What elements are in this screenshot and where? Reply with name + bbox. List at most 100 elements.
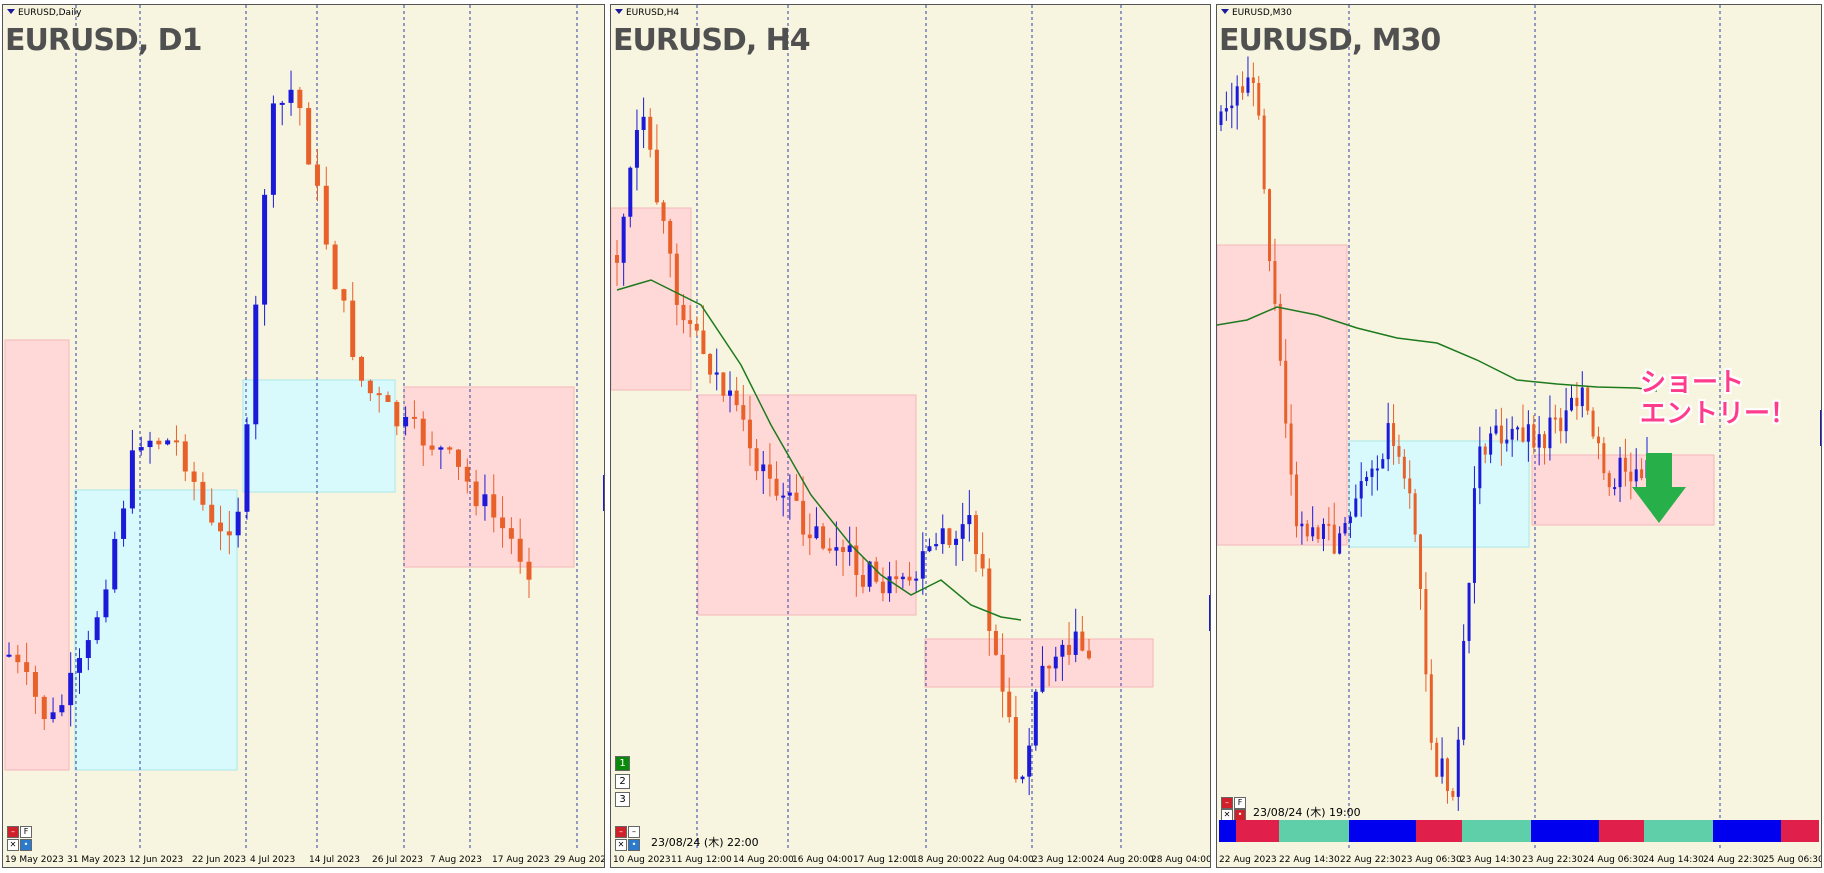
- candle-body: [473, 481, 479, 507]
- level-button-3[interactable]: 3: [615, 792, 630, 807]
- close-icon[interactable]: ✕: [7, 839, 19, 851]
- candle-body: [1311, 527, 1315, 537]
- candle-body: [182, 441, 188, 472]
- candle-body: [1013, 717, 1018, 780]
- chart-symbol-label: EURUSD,Daily: [7, 8, 81, 18]
- candle-body: [438, 447, 444, 450]
- restore-icon[interactable]: –: [628, 826, 640, 838]
- candle-body: [754, 448, 759, 472]
- candle-body: [914, 578, 919, 581]
- time-axis-label: 22 Aug 2023: [1219, 855, 1277, 865]
- candle-body: [24, 662, 30, 673]
- level-button-1[interactable]: 1: [615, 756, 630, 771]
- candle-body: [482, 494, 488, 507]
- candle-body: [661, 202, 666, 221]
- time-axis-label: 29 Aug 2023: [554, 855, 604, 865]
- candle-body: [615, 255, 619, 263]
- candle-body: [455, 449, 461, 467]
- candle-body: [1327, 523, 1331, 526]
- candle-body: [940, 528, 945, 545]
- candle-body: [874, 561, 879, 582]
- time-axis-label: 17 Aug 12:00: [853, 855, 914, 865]
- candle-body: [814, 526, 819, 539]
- time-axis-label: 24 Aug 20:00: [1093, 855, 1154, 865]
- candle-body: [226, 531, 232, 536]
- candle-body: [1040, 665, 1045, 692]
- minimize-icon[interactable]: –: [615, 826, 627, 838]
- time-axis-label: 23 Aug 14:30: [1460, 855, 1521, 865]
- chart-pane-h4[interactable]: EURUSD,H4 EURUSD, H4 1 2 3 – – ✕ • 23/08…: [610, 4, 1211, 868]
- time-axis-label: 16 Aug 04:00: [792, 855, 853, 865]
- time-axis-label: 17 Aug 2023: [492, 855, 550, 865]
- candle-body: [1365, 476, 1369, 482]
- candle-body: [420, 418, 426, 446]
- candle-body: [1570, 397, 1574, 411]
- moving-average-line: [1217, 306, 1658, 392]
- candle-body: [947, 528, 952, 545]
- candle-body: [701, 330, 706, 355]
- candle-body: [297, 89, 303, 109]
- candle-body: [694, 323, 699, 331]
- candle-body: [827, 548, 832, 551]
- candle-body: [1300, 523, 1304, 527]
- candle-body: [1073, 631, 1078, 655]
- candle-body: [781, 495, 786, 498]
- f-icon[interactable]: F: [1234, 797, 1246, 809]
- dropdown-triangle-icon[interactable]: [7, 9, 15, 14]
- minimize-icon[interactable]: –: [7, 826, 19, 838]
- candle-body: [1413, 493, 1417, 535]
- candle-body: [1033, 691, 1038, 746]
- candle-body: [927, 546, 932, 552]
- annotation-line-2: エントリー！: [1640, 399, 1797, 429]
- price-chart-m30[interactable]: [1217, 5, 1822, 868]
- time-axis-label: 24 Aug 14:30: [1643, 855, 1704, 865]
- candle-body: [1316, 527, 1320, 539]
- candle-body: [1623, 457, 1627, 472]
- settings-icon[interactable]: •: [628, 839, 640, 851]
- chart-pane-m30[interactable]: EURUSD,M30 EURUSD, M30 – F ✕ • 23/08/24 …: [1216, 4, 1822, 868]
- price-chart-h4[interactable]: [611, 5, 1211, 868]
- settings-icon[interactable]: •: [20, 839, 32, 851]
- candle-body: [1000, 654, 1005, 692]
- candle-body: [1559, 417, 1563, 432]
- candle-body: [1246, 77, 1250, 93]
- candle-body: [973, 515, 978, 555]
- time-axis-label: 26 Jul 2023: [372, 855, 423, 865]
- time-axis-label: 4 Jul 2023: [250, 855, 296, 865]
- candle-body: [867, 561, 872, 587]
- candle-body: [741, 405, 746, 420]
- candle-body: [1354, 498, 1358, 517]
- chart-pane-d1[interactable]: EURUSD,Daily EURUSD, D1 – F ✕ • 19 May 2…: [2, 4, 605, 868]
- minimize-icon[interactable]: –: [1221, 797, 1233, 809]
- candle-body: [1386, 423, 1390, 460]
- time-axis-label: 19 May 2023: [5, 855, 64, 865]
- level-button-2[interactable]: 2: [615, 774, 630, 789]
- candle-body: [508, 528, 514, 539]
- dropdown-triangle-icon[interactable]: [615, 9, 623, 14]
- candle-body: [517, 538, 523, 562]
- candle-body: [920, 551, 925, 579]
- candle-body: [681, 304, 686, 321]
- candle-body: [1510, 428, 1514, 440]
- time-axis-label: 11 Aug 12:00: [671, 855, 732, 865]
- candle-body: [1462, 640, 1466, 740]
- close-icon[interactable]: ✕: [615, 839, 627, 851]
- tf-segment: [1416, 820, 1462, 842]
- dropdown-triangle-icon[interactable]: [1221, 9, 1229, 14]
- candle-body: [747, 419, 752, 449]
- candle-body: [1257, 82, 1261, 116]
- candle-body: [1445, 758, 1449, 792]
- settings-icon[interactable]: •: [1234, 809, 1246, 821]
- candle-body: [894, 576, 899, 580]
- candle-body: [288, 89, 294, 103]
- f-icon[interactable]: F: [20, 826, 32, 838]
- candle-body: [1392, 423, 1396, 446]
- zone-box: [924, 638, 1154, 688]
- candle-body: [761, 464, 766, 472]
- candle-body: [1087, 650, 1091, 659]
- candle-body: [688, 320, 693, 324]
- candle-body: [1591, 410, 1595, 437]
- price-chart-d1[interactable]: [3, 5, 605, 868]
- time-axis-label: 22 Aug 04:00: [973, 855, 1034, 865]
- candle-body: [1516, 427, 1520, 430]
